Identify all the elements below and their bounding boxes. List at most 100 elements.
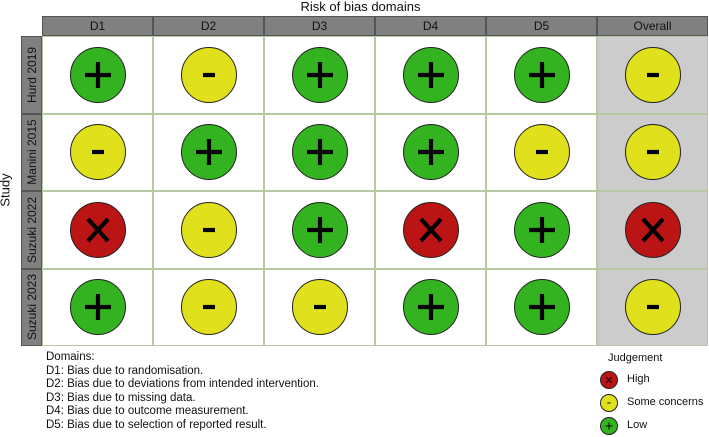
minus-icon [535, 150, 548, 155]
judgement-some-marker [180, 46, 237, 103]
judgement-some-marker [624, 124, 681, 181]
study-axis-label: Study [0, 173, 13, 207]
legend-title: Judgement [608, 352, 663, 364]
domains-note-title: Domains: [46, 351, 95, 363]
judgement-cell [486, 113, 597, 191]
judgement-some-marker [291, 279, 348, 336]
plus-icon [306, 139, 333, 166]
risk-of-bias-grid: D1 D2 D3 D4 D5 Overall Hurd 2019 Manini 2015 Suz… [21, 16, 708, 346]
plus-icon [306, 61, 333, 88]
judgement-low-marker [513, 279, 570, 336]
judgement-cell [597, 191, 708, 269]
plus-icon [306, 216, 333, 243]
judgement-cell [597, 113, 708, 191]
study-name: Hurd 2019 [24, 46, 39, 103]
plus-icon [528, 61, 555, 88]
judgement-cell [597, 36, 708, 114]
judgement-cell [153, 268, 264, 346]
judgement-cell [153, 191, 264, 269]
judgement-some-marker [180, 201, 237, 258]
judgement-legend: Judgement High Some concerns Low [594, 352, 709, 435]
plus-icon [417, 294, 444, 321]
judgement-cell [264, 268, 375, 346]
judgement-cell [42, 268, 153, 346]
judgement-low-marker [402, 46, 459, 103]
judgement-cell [153, 113, 264, 191]
domain-note-d2: D2: Bias due to deviations from intended… [46, 378, 319, 390]
domain-note-d1: D1: Bias due to randomisation. [46, 364, 204, 377]
judgement-cell [486, 268, 597, 346]
legend-high-marker [600, 371, 618, 389]
plus-icon [528, 294, 555, 321]
plus-icon [528, 216, 555, 243]
cross-icon [85, 217, 110, 243]
minus-icon [202, 72, 215, 77]
judgement-cell [375, 191, 486, 269]
judgement-cell [42, 113, 153, 191]
judgement-cell [42, 36, 153, 114]
study-name: Suzuki 2023 [24, 274, 39, 341]
plus-icon [84, 294, 111, 321]
judgement-some-marker [513, 124, 570, 181]
minus-icon [202, 305, 215, 310]
legend-low-marker [600, 417, 618, 435]
judgement-high-marker [624, 201, 681, 258]
domain-note-d4: D4: Bias due to outcome measurement. [46, 405, 249, 417]
judgement-some-marker [180, 279, 237, 336]
minus-icon [646, 150, 659, 155]
judgement-some-marker [624, 279, 681, 336]
minus-icon [91, 150, 104, 155]
minus-icon [607, 402, 611, 404]
judgement-cell [42, 191, 153, 269]
judgement-low-marker [291, 201, 348, 258]
judgement-low-marker [402, 124, 459, 181]
judgement-cell [375, 113, 486, 191]
judgement-cell [153, 36, 264, 114]
judgement-cell [486, 191, 597, 269]
legend-label: Some concerns [627, 396, 704, 408]
judgement-low-marker [513, 46, 570, 103]
judgement-low-marker [291, 124, 348, 181]
study-row-label: Suzuki 2022 [21, 191, 42, 269]
judgement-low-marker [291, 46, 348, 103]
judgement-cell [375, 268, 486, 346]
judgement-some-marker [624, 46, 681, 103]
judgement-cell [264, 113, 375, 191]
judgement-cell [597, 268, 708, 346]
column-header-d4: D4 [375, 16, 486, 36]
plus-icon [417, 61, 444, 88]
judgement-low-marker [69, 46, 126, 103]
judgement-low-marker [513, 201, 570, 258]
judgement-cell [264, 191, 375, 269]
judgement-high-marker [69, 201, 126, 258]
legend-label: High [627, 373, 650, 385]
domain-note-d3: D3: Bias due to missing data. [46, 391, 196, 404]
column-header-d5: D5 [486, 16, 597, 36]
judgement-low-marker [402, 279, 459, 336]
cross-icon [605, 376, 613, 384]
column-header-d2: D2 [153, 16, 264, 36]
domains-note: Domains: D1: Bias due to randomisation. … [46, 351, 319, 432]
judgement-some-marker [69, 124, 126, 181]
minus-icon [646, 305, 659, 310]
study-row-label: Manini 2015 [21, 113, 42, 191]
judgement-cell [375, 36, 486, 114]
legend-label: Low [627, 419, 648, 431]
study-name: Manini 2015 [24, 119, 39, 185]
judgement-low-marker [69, 279, 126, 336]
judgement-cell [486, 36, 597, 114]
domains-axis-title: Risk of bias domains [300, 0, 421, 14]
study-row-label: Suzuki 2023 [21, 268, 42, 346]
study-row-label: Hurd 2019 [21, 36, 42, 114]
plus-icon [417, 139, 444, 166]
judgement-high-marker [402, 201, 459, 258]
column-header-d3: D3 [264, 16, 375, 36]
cross-icon [640, 217, 665, 243]
study-name: Suzuki 2022 [24, 196, 39, 263]
judgement-cell [264, 36, 375, 114]
legend-some-marker [600, 394, 618, 412]
plus-icon [605, 422, 613, 430]
judgement-low-marker [180, 124, 237, 181]
plus-icon [84, 61, 111, 88]
column-header-overall: Overall [597, 16, 708, 36]
